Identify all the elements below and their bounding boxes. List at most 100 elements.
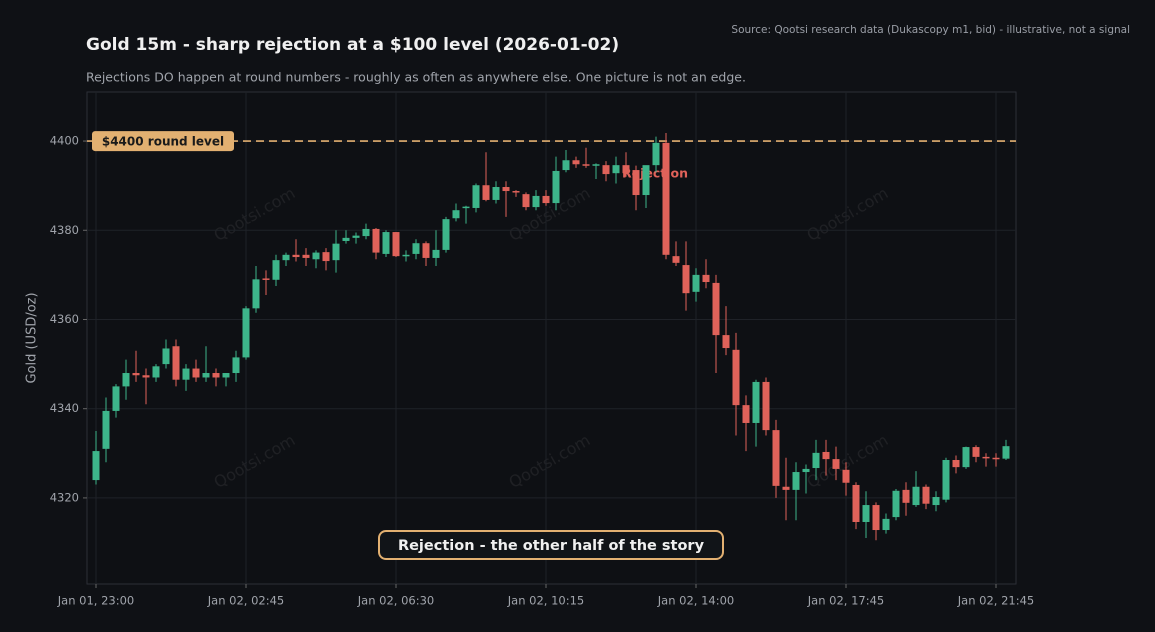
x-tick-label: Jan 02, 14:00	[657, 594, 734, 608]
candle-body	[332, 243, 340, 261]
candle-body	[582, 164, 590, 166]
candle-body	[282, 254, 290, 261]
candle-body	[822, 451, 830, 460]
candle-body	[92, 451, 100, 481]
candle-body	[472, 185, 480, 208]
candle-body	[892, 490, 900, 518]
candle-body	[532, 195, 540, 208]
candle-body	[792, 472, 800, 490]
candle-body	[492, 187, 500, 200]
candle-body	[172, 346, 180, 380]
candle-body	[212, 373, 220, 378]
candle-body	[772, 430, 780, 486]
chart-subtitle: Rejections DO happen at round numbers - …	[86, 70, 746, 85]
candle-body	[312, 252, 320, 260]
candle-body	[112, 386, 120, 411]
candle-body	[672, 256, 680, 263]
candle-body	[122, 373, 130, 387]
annotation: Rejection	[622, 166, 688, 181]
candle-body	[652, 142, 660, 166]
x-tick-label: Jan 02, 02:45	[207, 594, 284, 608]
candle-body	[742, 405, 750, 423]
candle-body	[202, 373, 210, 378]
candle-body	[972, 447, 980, 457]
candle-body	[722, 335, 730, 349]
candle-body	[432, 249, 440, 258]
candle-body	[662, 142, 670, 255]
candle-body	[592, 164, 600, 166]
candle-body	[442, 219, 450, 250]
candle-body	[132, 373, 140, 376]
source-note: Source: Qootsi research data (Dukascopy …	[731, 24, 1130, 36]
candle-body	[482, 185, 490, 200]
candle-body	[362, 228, 370, 237]
y-axis-label: Gold (USD/oz)	[25, 292, 40, 383]
candle-body	[262, 278, 270, 280]
candle-body	[762, 381, 770, 431]
candle-body	[902, 489, 910, 503]
candle-body	[342, 237, 350, 241]
y-tick-label: 4360	[50, 312, 79, 326]
candle-body	[292, 254, 300, 258]
x-tick-label: Jan 02, 21:45	[957, 594, 1034, 608]
candle-body	[702, 274, 710, 283]
candle-body	[162, 348, 170, 365]
candle-body	[1002, 446, 1010, 459]
candle-body	[622, 165, 630, 174]
candle-body	[732, 349, 740, 406]
candle-body	[912, 486, 920, 506]
annotation: Rejection - the other half of the story	[398, 538, 705, 554]
candle-body	[612, 165, 620, 174]
candle-body	[302, 254, 310, 258]
candle-body	[252, 279, 260, 309]
candle-body	[372, 228, 380, 253]
candle-body	[522, 194, 530, 208]
candle-body	[232, 357, 240, 374]
candle-body	[542, 195, 550, 204]
candle-body	[812, 452, 820, 469]
candle-body	[712, 282, 720, 336]
y-tick-label: 4400	[50, 134, 79, 148]
candle-body	[142, 375, 150, 378]
candle-body	[632, 170, 640, 196]
x-tick-label: Jan 01, 23:00	[57, 594, 134, 608]
y-tick-label: 4320	[50, 490, 79, 504]
candle-body	[682, 265, 690, 294]
candle-body	[922, 486, 930, 504]
candle-body	[152, 366, 160, 378]
candle-body	[382, 232, 390, 254]
candle-body	[692, 274, 700, 292]
candle-body	[402, 254, 410, 257]
chart-title: Gold 15m - sharp rejection at a $100 lev…	[86, 35, 619, 55]
level-label: $4400 round level	[102, 135, 224, 149]
candle-body	[802, 468, 810, 473]
candle-body	[502, 187, 510, 192]
x-tick-label: Jan 02, 17:45	[807, 594, 884, 608]
candle-body	[602, 165, 610, 175]
x-tick-label: Jan 02, 10:15	[507, 594, 584, 608]
candle-body	[182, 368, 190, 380]
annotation-box	[378, 530, 724, 560]
candle-body	[102, 410, 110, 449]
candle-body	[412, 243, 420, 254]
candle-body	[782, 486, 790, 490]
candle-body	[242, 308, 250, 358]
candle-body	[562, 160, 570, 171]
candle-body	[512, 191, 520, 193]
candle-body	[962, 447, 970, 468]
candle-body	[352, 235, 360, 238]
candle-body	[872, 505, 880, 531]
level-label-box	[92, 131, 234, 152]
candle-body	[422, 243, 430, 258]
candle-body	[452, 210, 460, 219]
candle-body	[852, 484, 860, 522]
candle-body	[572, 160, 580, 165]
candle-body	[552, 170, 560, 204]
candle-body	[862, 505, 870, 522]
candle-body	[322, 252, 330, 262]
candle-body	[752, 381, 760, 423]
candle-body	[462, 206, 470, 209]
candle-body	[272, 260, 280, 280]
candle-body	[392, 232, 400, 257]
